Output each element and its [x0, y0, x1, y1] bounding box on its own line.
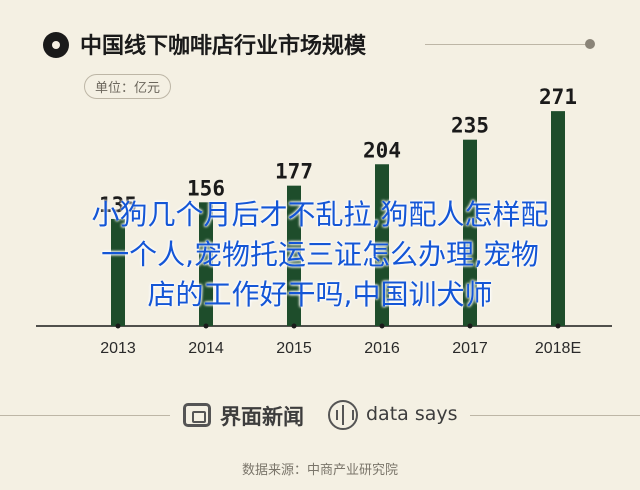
bar-2018E: [551, 111, 565, 326]
value-label-2018E: 271: [539, 85, 577, 109]
brand-logo-icon: [183, 403, 211, 427]
value-label-2013: 135: [99, 193, 137, 217]
brand-name: 界面新闻: [220, 405, 304, 429]
tick-dot-2018E: [555, 323, 561, 329]
bar-2013: [111, 218, 125, 326]
category-label-2018E: 2018E: [535, 340, 581, 357]
data-says-name: data says: [366, 403, 458, 425]
footer-rule-right: [470, 415, 640, 416]
data-says-logo-icon: [328, 400, 358, 430]
category-label-2017: 2017: [452, 340, 488, 357]
value-label-2014: 156: [187, 176, 225, 200]
title-bullet-icon: [43, 32, 69, 58]
bar-2015: [287, 185, 301, 326]
bar-2014: [199, 202, 213, 326]
title-rule-dot-icon: [585, 39, 595, 49]
bar-2017: [463, 139, 477, 326]
tick-dot-2017: [467, 323, 473, 329]
tick-dot-2016: [379, 323, 385, 329]
chart-header: 中国线下咖啡店行业市场规模 单位：亿元: [0, 0, 640, 99]
unit-label: 单位：亿元: [84, 74, 172, 99]
category-label-2016: 2016: [364, 340, 400, 357]
overlay-line-1: 小狗几个月后才不乱拉,狗配人怎样配: [91, 198, 549, 231]
bar-chart: 135 2013 156 2014 177 2015 204 2016 235 2017 271 20…: [36, 85, 612, 357]
value-label-2015: 177: [275, 160, 313, 184]
overlay-line-3: 店的工作好干吗,中国训犬师: [147, 278, 493, 311]
footer-rule-left: [0, 415, 170, 416]
data-source: 数据来源：中商产业研究院: [241, 463, 398, 478]
category-label-2014: 2014: [188, 340, 224, 357]
tick-dot-2015: [291, 323, 297, 329]
overlay-text: 小狗几个月后才不乱拉,狗配人怎样配 一个人,宠物托运三证怎么办理,宠物 店的工作…: [0, 195, 640, 315]
chart-title: 中国线下咖啡店行业市场规模: [80, 34, 367, 59]
category-label-2013: 2013: [100, 340, 136, 357]
title-rule: [425, 44, 587, 45]
overlay-line-2: 一个人,宠物托运三证怎么办理,宠物: [101, 238, 539, 271]
value-label-2017: 235: [451, 114, 489, 138]
bar-2016: [375, 164, 389, 326]
tick-dot-2014: [203, 323, 209, 329]
category-label-2015: 2015: [276, 340, 312, 357]
value-label-2016: 204: [363, 138, 401, 162]
tick-dot-2013: [115, 323, 121, 329]
